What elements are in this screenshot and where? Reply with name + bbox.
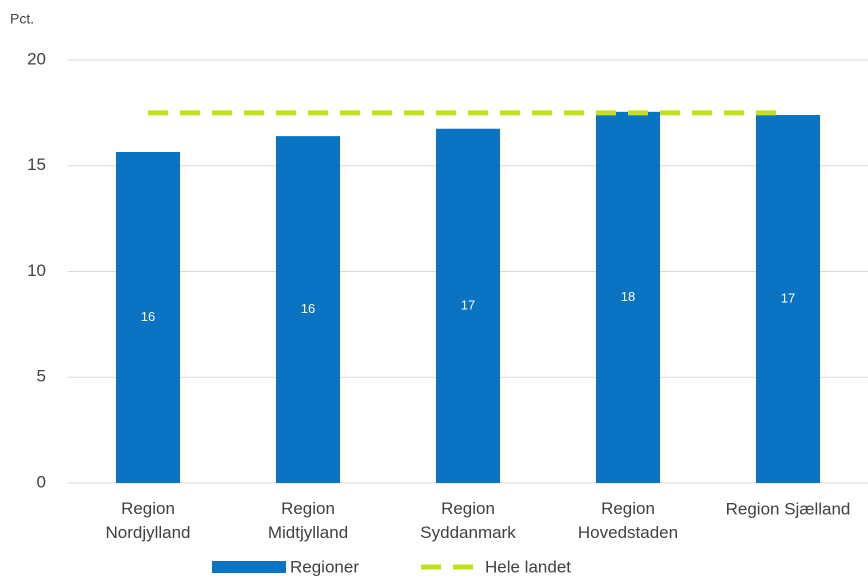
y-tick-label: 15 bbox=[27, 155, 46, 174]
x-tick-label: Region Midtjylland bbox=[268, 499, 348, 542]
y-tick-label: 5 bbox=[37, 367, 46, 386]
bar bbox=[756, 114, 820, 484]
value-label: 18 bbox=[621, 289, 635, 304]
x-tick-label: Region Sjælland bbox=[726, 499, 851, 518]
y-tick-label: 10 bbox=[27, 261, 46, 280]
x-tick-label: Region Nordjylland bbox=[105, 499, 190, 542]
value-label: 16 bbox=[141, 309, 155, 324]
legend-swatch bbox=[212, 561, 286, 573]
y-tick-label: 0 bbox=[37, 472, 46, 491]
bar bbox=[436, 128, 500, 484]
y-axis-label: Pct. bbox=[10, 11, 34, 27]
x-tick-label: Region Syddanmark bbox=[420, 499, 516, 542]
legend-label: Hele landet bbox=[485, 557, 571, 576]
value-label: 16 bbox=[301, 301, 315, 316]
x-tick-label: Region Hovedstaden bbox=[578, 499, 678, 542]
bar bbox=[596, 111, 660, 483]
y-tick-label: 20 bbox=[27, 49, 46, 68]
legend-label: Regioner bbox=[290, 557, 359, 576]
value-label: 17 bbox=[781, 290, 795, 305]
bar bbox=[116, 152, 180, 483]
value-label: 17 bbox=[461, 297, 475, 312]
bar bbox=[276, 136, 340, 483]
